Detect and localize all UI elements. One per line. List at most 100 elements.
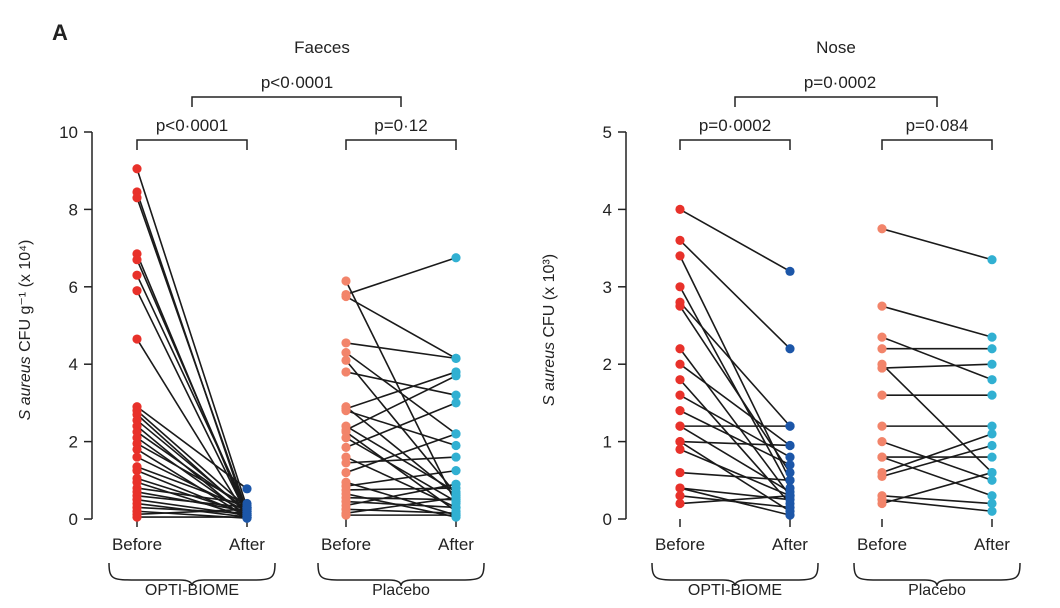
nose-panel: Nose 0 1 2 3 4 5 S aureus CFU (x 10³) p=0·000… <box>541 38 1021 599</box>
faeces-group-brace <box>108 562 276 587</box>
faeces-before-dot <box>341 338 351 348</box>
nose-pair-line <box>881 305 993 338</box>
faeces-pair-line <box>136 508 248 516</box>
nose-before-dot <box>877 332 887 342</box>
faeces-before-dot <box>341 347 351 358</box>
nose-x-labels: Before After Before After OPTI-BIOME Pla… <box>651 535 1021 599</box>
faeces-after-dot <box>451 253 461 263</box>
nose-pair-line <box>679 286 791 489</box>
faeces-pair-line <box>345 425 457 493</box>
nose-group-label-opti: OPTI-BIOME <box>688 582 782 599</box>
faeces-pair-line <box>345 351 457 435</box>
nose-after-dot <box>785 266 795 276</box>
nose-y-tick-label: 5 <box>603 123 612 142</box>
faeces-y-tick-label: 6 <box>69 278 78 297</box>
faeces-before-dot <box>132 452 142 462</box>
faeces-pair-line <box>136 442 248 507</box>
nose-tick-after-placebo: After <box>974 535 1010 554</box>
nose-after-dot <box>987 491 997 501</box>
nose-group-brace <box>853 562 1021 587</box>
nose-y-axis-title: S aureus CFU (x 10³) <box>541 254 558 406</box>
nose-after-dot <box>785 452 795 462</box>
faeces-before-dot <box>341 510 351 520</box>
faeces-after-dot <box>242 504 252 514</box>
faeces-y-tick-label: 10 <box>59 123 78 142</box>
nose-pair-line <box>679 363 791 447</box>
nose-tick-after-opti: After <box>772 535 808 554</box>
faeces-before-dot <box>341 442 351 453</box>
nose-after-dot <box>987 506 997 516</box>
faeces-after-dot <box>242 484 252 494</box>
nose-after-dot <box>987 440 997 451</box>
nose-after-dot <box>987 421 997 431</box>
nose-pair-line <box>679 440 791 447</box>
nose-after-dot <box>785 440 795 451</box>
nose-pair-line <box>881 494 993 505</box>
nose-after-dot <box>785 475 795 485</box>
faeces-before-dot <box>341 276 351 286</box>
faeces-before-dot <box>132 270 142 280</box>
faeces-overall-p-value: p<0·0001 <box>261 73 333 92</box>
faeces-before-dot <box>341 355 351 365</box>
nose-pair-line <box>679 301 791 427</box>
nose-before-dot <box>877 363 887 373</box>
nose-pair-line <box>679 494 791 505</box>
nose-after-dot <box>785 510 795 520</box>
nose-pair-line <box>679 409 791 466</box>
nose-before-dot <box>877 301 887 311</box>
faeces-pair-line <box>345 375 457 431</box>
faeces-after-dot <box>451 353 461 363</box>
nose-pair-line <box>679 494 791 509</box>
faeces-after-dot <box>451 398 461 408</box>
nose-overall-bracket <box>734 96 938 107</box>
faeces-pair-line <box>345 371 457 410</box>
faeces-panel-title: Faeces <box>294 38 350 57</box>
faeces-before-dot <box>132 334 142 344</box>
faeces-pair-line <box>136 487 248 505</box>
nose-after-dot <box>987 375 997 385</box>
nose-before-dot <box>675 204 685 214</box>
nose-pair-line <box>881 444 993 478</box>
faeces-before-dot <box>132 193 142 203</box>
faeces-group-label-opti: OPTI-BIOME <box>145 582 239 599</box>
faeces-before-dot <box>341 467 351 478</box>
nose-annotations: p=0·0002 p=0·0002 p=0·084 <box>679 73 993 150</box>
faeces-before-dot <box>341 367 351 377</box>
nose-pair-line <box>679 379 791 505</box>
faeces-after-dot <box>451 371 461 381</box>
nose-before-dot <box>877 437 887 447</box>
nose-before-dot <box>877 224 887 234</box>
nose-before-dot <box>675 359 685 369</box>
faeces-pair-line <box>345 359 457 495</box>
nose-before-dot <box>675 235 685 245</box>
nose-after-dot <box>987 332 997 342</box>
nose-pair-line <box>881 456 993 497</box>
faeces-pair-line <box>345 342 457 360</box>
faeces-pair-lines <box>136 168 457 520</box>
nose-group-label-placebo: Placebo <box>908 582 966 599</box>
faeces-before-dot <box>341 291 351 302</box>
nose-after-dot <box>987 452 997 462</box>
faeces-pair-line <box>345 257 457 296</box>
faeces-tick-after-opti: After <box>229 535 265 554</box>
nose-tick-before-placebo: Before <box>857 535 907 554</box>
nose-after-dot <box>987 359 997 369</box>
nose-overall-p-value: p=0·0002 <box>804 73 876 92</box>
faeces-before-dot <box>132 444 142 454</box>
nose-y-tick-label: 2 <box>603 355 612 374</box>
nose-before-dot <box>675 251 685 261</box>
nose-before-dot <box>877 421 887 431</box>
nose-before-dot <box>675 483 685 493</box>
nose-before-dot <box>675 375 685 385</box>
nose-before-dot <box>675 344 685 354</box>
nose-before-dot <box>675 437 685 447</box>
faeces-after-dot <box>451 452 461 462</box>
faeces-dots <box>132 164 461 523</box>
nose-tick-before-opti: Before <box>655 535 705 554</box>
faeces-before-dot <box>341 433 351 443</box>
faeces-pair-line <box>136 410 248 508</box>
faeces-before-dot <box>132 255 142 265</box>
nose-pair-line <box>679 255 791 481</box>
